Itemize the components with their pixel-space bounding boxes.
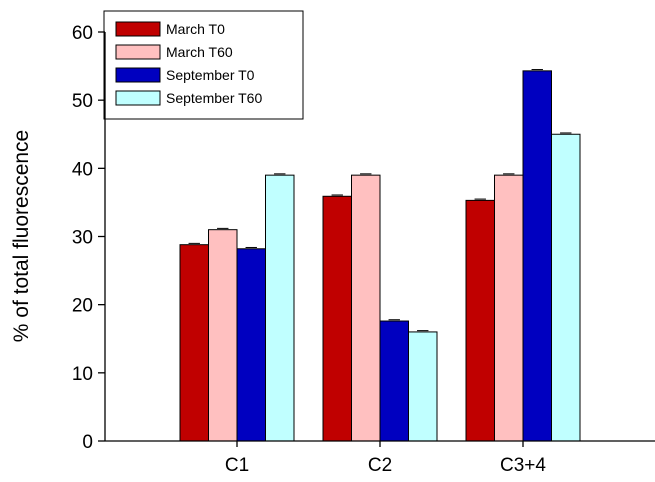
bar-march-t60-c1	[208, 229, 238, 442]
y-ticks-group: 0 10 20 30 40 50 60	[72, 23, 105, 453]
legend: March T0 March T60 September T0 September T…	[103, 10, 304, 120]
legend-swatch	[115, 90, 161, 106]
bar-march-t60-c3plus4	[494, 174, 524, 442]
x-category-label: C1	[225, 455, 249, 476]
y-tick-label: 0	[82, 432, 93, 453]
legend-label: September T0	[166, 67, 255, 83]
y-tick-label: 40	[72, 159, 93, 180]
legend-label: September T60	[166, 90, 262, 106]
y-tick-label: 10	[72, 364, 93, 385]
bar-march-t0-c1	[179, 244, 209, 442]
x-labels-group: C1 C2 C3+4	[225, 441, 546, 476]
y-tick-label: 30	[72, 228, 93, 249]
y-tick-label: 50	[72, 91, 93, 112]
legend-swatch	[115, 67, 161, 83]
bar-september-t60-c1	[265, 174, 295, 442]
bar-september-t60-c2	[408, 331, 438, 442]
bar-september-t0-c3plus4	[522, 70, 552, 442]
bar-september-t0-c2	[379, 320, 409, 442]
y-axis-title: % of total fluorescence	[10, 130, 33, 342]
legend-swatch	[115, 21, 161, 37]
bar-march-t60-c2	[351, 174, 381, 442]
bar-september-t0-c1	[236, 248, 266, 442]
x-category-label: C3+4	[500, 455, 546, 476]
bar-march-t0-c3plus4	[465, 199, 495, 442]
bar-march-t0-c2	[322, 195, 352, 442]
bar-september-t60-c3plus4	[551, 133, 581, 442]
legend-label: March T60	[166, 44, 233, 60]
bars-group	[179, 69, 581, 442]
legend-swatch	[115, 44, 161, 60]
x-category-label: C2	[368, 455, 392, 476]
y-tick-label: 60	[72, 23, 93, 44]
legend-label: March T0	[166, 21, 225, 37]
y-tick-label: 20	[72, 296, 93, 317]
